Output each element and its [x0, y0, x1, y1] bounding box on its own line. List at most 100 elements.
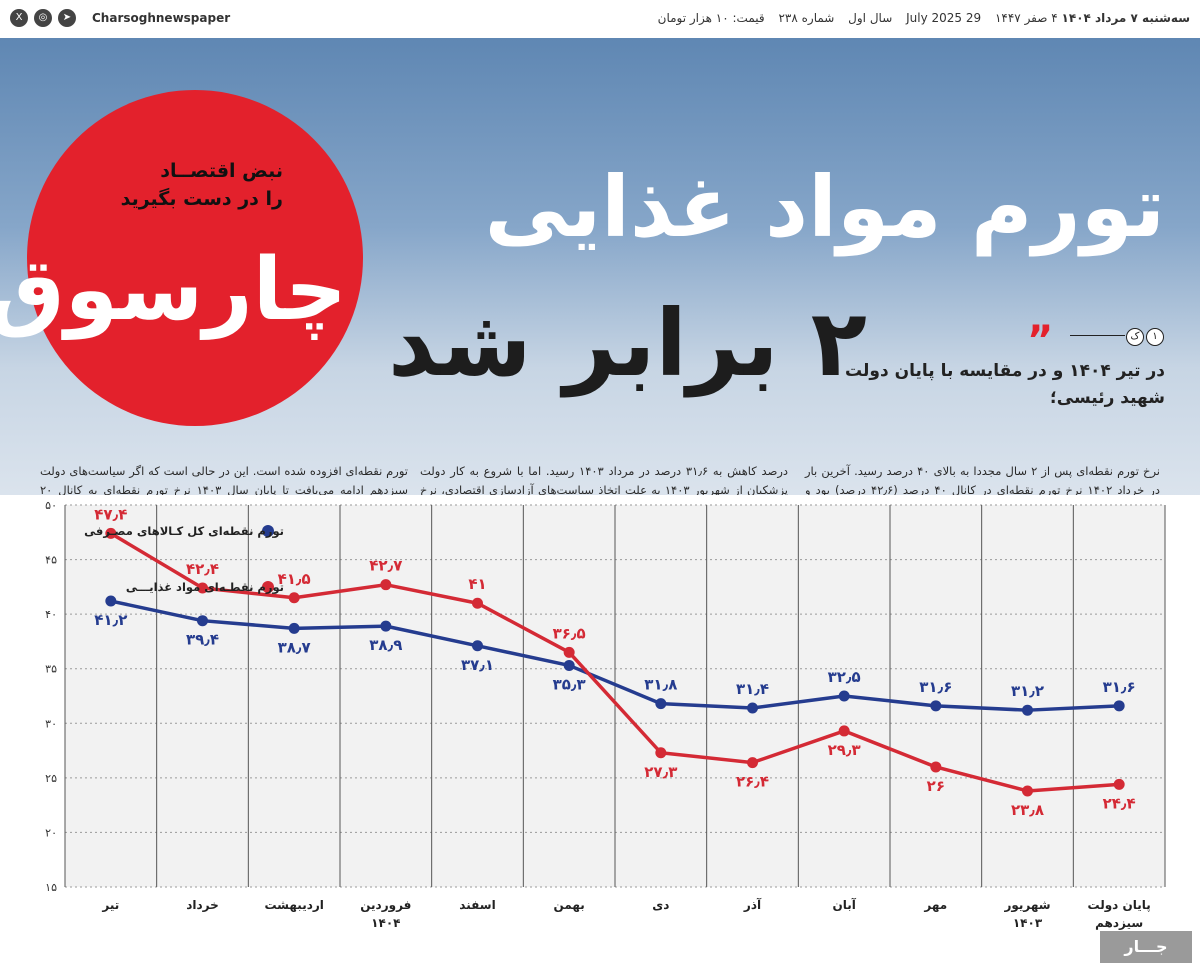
volume-year: سال اول	[848, 11, 893, 25]
data-label: ۳۸٫۷	[278, 638, 311, 656]
x-tick-label: بهمن	[554, 898, 585, 912]
lead-text: در تیر ۱۴۰۴ و در مقایسه با پایان دولت شه…	[845, 361, 1165, 408]
data-point	[472, 640, 483, 652]
data-label: ۳۱٫۶	[919, 678, 952, 696]
data-label: ۳۷٫۱	[461, 656, 494, 674]
data-point	[838, 725, 850, 737]
issue-number: شماره ۲۳۸	[778, 11, 835, 25]
top-bar: سه‌شنبه ۷ مرداد ۱۴۰۴ ۴ صفر ۱۴۴۷ 29 July …	[0, 0, 1200, 39]
x-tick-label: شهریور	[1003, 898, 1050, 913]
badge-divider	[1070, 335, 1125, 336]
headline-line-2: ۲ برابر شد	[388, 290, 867, 397]
chart-area: ۱۵ ۲۰ ۲۵ ۳۰ ۳۵ ۴۰ ۴۵ ۵۰ پایان دولت سیزدهم شهریور ۱۴…	[0, 495, 1200, 975]
data-label: ۳۵٫۳	[553, 675, 586, 693]
data-point	[563, 646, 575, 658]
data-point	[1022, 704, 1033, 716]
data-label: ۲۷٫۳	[644, 763, 677, 781]
quote-icon: ”	[1027, 318, 1054, 364]
y-tick-label: ۲۰	[45, 826, 57, 839]
x-tick-label: تیر	[101, 898, 119, 912]
data-label: ۴۱	[468, 575, 486, 593]
telegram-icon[interactable]: ➤	[58, 9, 76, 27]
data-point	[1113, 700, 1125, 712]
data-point	[105, 527, 117, 539]
data-label: ۴۱٫۲	[94, 611, 127, 629]
data-point	[105, 595, 117, 607]
watermark: جـــار	[1100, 931, 1192, 963]
x-tick-label: آبان	[832, 897, 856, 912]
badge-number: ۱	[1146, 328, 1164, 346]
data-point	[563, 659, 575, 671]
social-handle: Charsoghnewspaper	[92, 11, 231, 25]
y-tick-label: ۱۵	[45, 881, 57, 894]
headline-line-1: تورم مواد غذایی	[484, 158, 1165, 256]
x-icon[interactable]: X	[10, 9, 28, 27]
y-tick-label: ۴۰	[45, 608, 57, 621]
y-tick-label: ۵۰	[45, 499, 57, 512]
y-tick-label: ۴۵	[45, 554, 57, 567]
series-line-2	[109, 531, 1120, 793]
data-point	[1022, 785, 1033, 797]
data-label: ۲۹٫۳	[828, 741, 861, 759]
hijri-date: ۴ صفر ۱۴۴۷	[994, 11, 1058, 25]
x-tick-label: اردیبهشت	[264, 898, 323, 912]
badge-letter: ک	[1126, 328, 1144, 346]
data-point	[747, 702, 758, 714]
data-point	[838, 690, 850, 702]
data-label: ۳۱٫۴	[736, 680, 769, 698]
data-label: ۳۸٫۹	[369, 636, 402, 654]
data-label: ۲۶	[927, 777, 945, 795]
data-point	[288, 592, 300, 604]
data-point	[380, 579, 392, 591]
x-tick-label: خرداد	[186, 898, 219, 912]
legend-marker	[262, 525, 274, 537]
data-label: ۴۲٫۷	[369, 557, 402, 575]
y-tick-label: ۳۵	[45, 663, 57, 676]
data-label: ۳۱٫۸	[644, 676, 677, 694]
issue-info: سه‌شنبه ۷ مرداد ۱۴۰۴ ۴ صفر ۱۴۴۷ 29 July …	[648, 11, 1190, 25]
inflation-line-chart: ۱۵ ۲۰ ۲۵ ۳۰ ۳۵ ۴۰ ۴۵ ۵۰ پایان دولت سیزدهم شهریور ۱۴…	[45, 499, 1166, 930]
data-label: ۲۳٫۸	[1011, 801, 1044, 819]
data-label: ۳۶٫۵	[553, 624, 586, 642]
legend-label: تورم نقطه‌ای کل کـالاهای مصـرفی	[84, 524, 284, 539]
gregorian-date: 29 July 2025	[906, 11, 982, 25]
data-label: ۲۴٫۴	[1103, 794, 1136, 812]
data-point	[1113, 778, 1125, 790]
data-point	[655, 698, 667, 710]
data-point	[288, 622, 300, 634]
data-label: ۳۲٫۵	[828, 668, 861, 686]
data-point	[747, 757, 758, 769]
x-tick-label: اسفند	[459, 898, 495, 912]
y-tick-label: ۲۵	[45, 772, 57, 785]
data-label: ۴۲٫۴	[186, 560, 219, 578]
data-point	[930, 700, 942, 712]
x-tick-label: پایان دولت	[1088, 898, 1151, 913]
data-point	[197, 582, 208, 594]
data-point	[380, 620, 392, 632]
data-point	[655, 747, 667, 759]
x-tick-label: دی	[652, 898, 669, 912]
data-label: ۴۷٫۴	[94, 505, 127, 523]
data-point	[197, 615, 208, 627]
price: قیمت: ۱۰ هزار تومان	[657, 11, 765, 25]
data-label: ۳۱٫۶	[1103, 678, 1136, 696]
logo-tagline-2: را در دست بگیرید	[120, 188, 283, 210]
issue-date: سه‌شنبه ۷ مرداد ۱۴۰۴	[1061, 11, 1190, 25]
data-point	[930, 761, 942, 773]
logo-tagline-1: نبض اقتصــاد	[160, 160, 283, 182]
header-band: نبض اقتصــاد را در دست بگیرید چارسوق تور…	[0, 38, 1200, 535]
instagram-icon[interactable]: ◎	[34, 9, 52, 27]
x-tick-label: فروردین	[360, 898, 411, 913]
x-tick-label: ۱۴۰۳	[1013, 916, 1043, 930]
data-label: ۳۱٫۲	[1011, 682, 1044, 700]
x-tick-label: سیزدهم	[1095, 916, 1143, 930]
x-tick-label: ۱۴۰۴	[371, 916, 400, 930]
logo-name: چارسوق	[0, 240, 349, 340]
x-tick-label: آذر	[743, 897, 762, 912]
newspaper-logo: نبض اقتصــاد را در دست بگیرید چارسوق	[0, 90, 363, 426]
legend-marker	[262, 581, 274, 593]
data-label: ۲۶٫۴	[736, 773, 769, 791]
data-point	[472, 597, 483, 609]
y-tick-label: ۳۰	[45, 717, 57, 730]
legend-label: تورم نقطـه‌ای مواد غذایـــی	[126, 580, 284, 595]
